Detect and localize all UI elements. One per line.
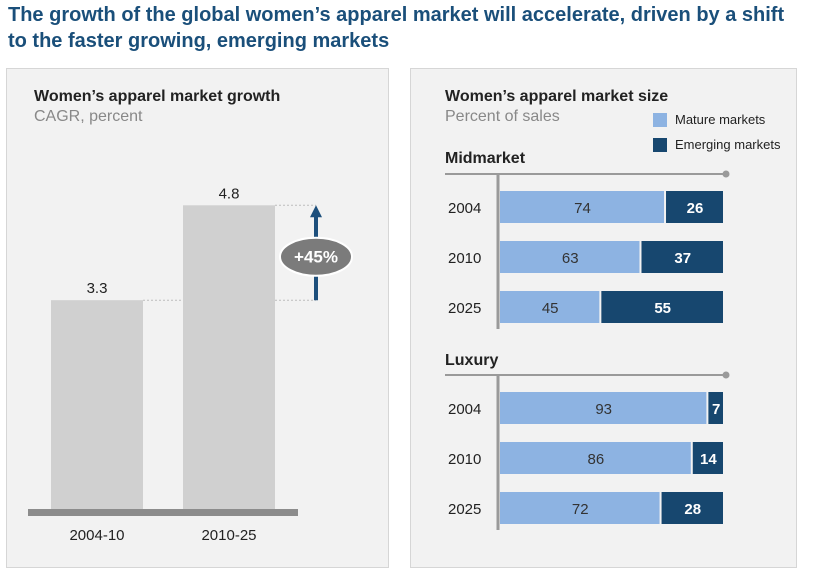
section-title-midmarket: Midmarket bbox=[445, 150, 526, 167]
legend-swatch-emerging bbox=[653, 137, 667, 152]
growth-badge-label: +45% bbox=[294, 248, 338, 267]
legend-item-mature: Mature markets bbox=[653, 112, 765, 127]
bar-emerging-luxury-2025 bbox=[661, 492, 723, 524]
size-panel: Women’s apparel market size Percent of s… bbox=[410, 68, 797, 568]
size-chart: 2004 74 26 2010 63 37 2025 45 55 2004 93 7 2010 86 14 2… bbox=[445, 170, 730, 530]
value-mature-luxury-2010: 86 bbox=[588, 451, 605, 468]
legend-swatch-mature bbox=[653, 112, 667, 127]
value-mature-luxury-2004: 93 bbox=[595, 401, 612, 418]
value-mature-midmarket-2025: 45 bbox=[542, 300, 559, 317]
row-label-luxury-2025: 2025 bbox=[448, 501, 481, 518]
legend-item-emerging: Emerging markets bbox=[653, 137, 780, 152]
bar-mature-midmarket-2025 bbox=[500, 291, 600, 323]
value-emerging-luxury-2004: 7 bbox=[712, 401, 720, 418]
x-axis bbox=[28, 509, 298, 516]
headline: The growth of the global women’s apparel… bbox=[8, 4, 785, 52]
value-emerging-midmarket-2004: 26 bbox=[687, 200, 704, 217]
legend-label-mature: Mature markets bbox=[675, 112, 766, 127]
size-chart-subtitle: Percent of sales bbox=[445, 108, 560, 125]
value-label-2004-10: 3.3 bbox=[87, 280, 108, 297]
bar-emerging-midmarket-2010 bbox=[641, 241, 723, 273]
bar-2004-10 bbox=[51, 300, 143, 509]
separator-dot-midmarket bbox=[722, 170, 730, 178]
value-mature-midmarket-2010: 63 bbox=[562, 250, 579, 267]
x-tick-2004-10: 2004-10 bbox=[69, 527, 124, 544]
bar-mature-luxury-2025 bbox=[500, 492, 660, 524]
growth-arrow-icon bbox=[310, 205, 322, 218]
bar-emerging-midmarket-2025 bbox=[601, 291, 723, 323]
row-label-luxury-2010: 2010 bbox=[448, 451, 481, 468]
value-mature-midmarket-2004: 74 bbox=[574, 200, 591, 217]
bar-emerging-luxury-2004 bbox=[708, 392, 723, 424]
value-label-2010-25: 4.8 bbox=[219, 185, 240, 202]
value-emerging-midmarket-2025: 55 bbox=[654, 300, 671, 317]
growth-panel: Women’s apparel market growth CAGR, perc… bbox=[6, 68, 389, 568]
size-chart-title: Women’s apparel market size bbox=[445, 88, 669, 105]
legend-label-emerging: Emerging markets bbox=[675, 137, 781, 152]
row-label-luxury-2004: 2004 bbox=[448, 401, 481, 418]
value-emerging-luxury-2025: 28 bbox=[684, 501, 701, 518]
growth-badge bbox=[279, 236, 353, 277]
row-label-midmarket-2004: 2004 bbox=[448, 200, 481, 217]
growth-chart-title: Women’s apparel market growth bbox=[34, 88, 281, 105]
growth-chart: 3.3 4.8 2004-10 2010-25 +45% bbox=[28, 185, 353, 544]
value-mature-luxury-2025: 72 bbox=[572, 501, 589, 518]
bar-mature-luxury-2010 bbox=[500, 442, 691, 474]
bar-emerging-luxury-2010 bbox=[692, 442, 723, 474]
value-emerging-luxury-2010: 14 bbox=[700, 451, 717, 468]
row-label-midmarket-2025: 2025 bbox=[448, 300, 481, 317]
bar-mature-midmarket-2010 bbox=[500, 241, 640, 273]
bar-mature-midmarket-2004 bbox=[500, 191, 665, 223]
bar-2010-25 bbox=[183, 205, 275, 510]
row-label-midmarket-2010: 2010 bbox=[448, 250, 481, 267]
separator-dot-luxury bbox=[722, 371, 730, 379]
growth-chart-subtitle: CAGR, percent bbox=[34, 108, 143, 125]
bar-mature-luxury-2004 bbox=[500, 392, 707, 424]
value-emerging-midmarket-2010: 37 bbox=[674, 250, 691, 267]
bar-emerging-midmarket-2004 bbox=[666, 191, 723, 223]
x-tick-2010-25: 2010-25 bbox=[201, 527, 256, 544]
section-title-luxury: Luxury bbox=[445, 352, 499, 369]
